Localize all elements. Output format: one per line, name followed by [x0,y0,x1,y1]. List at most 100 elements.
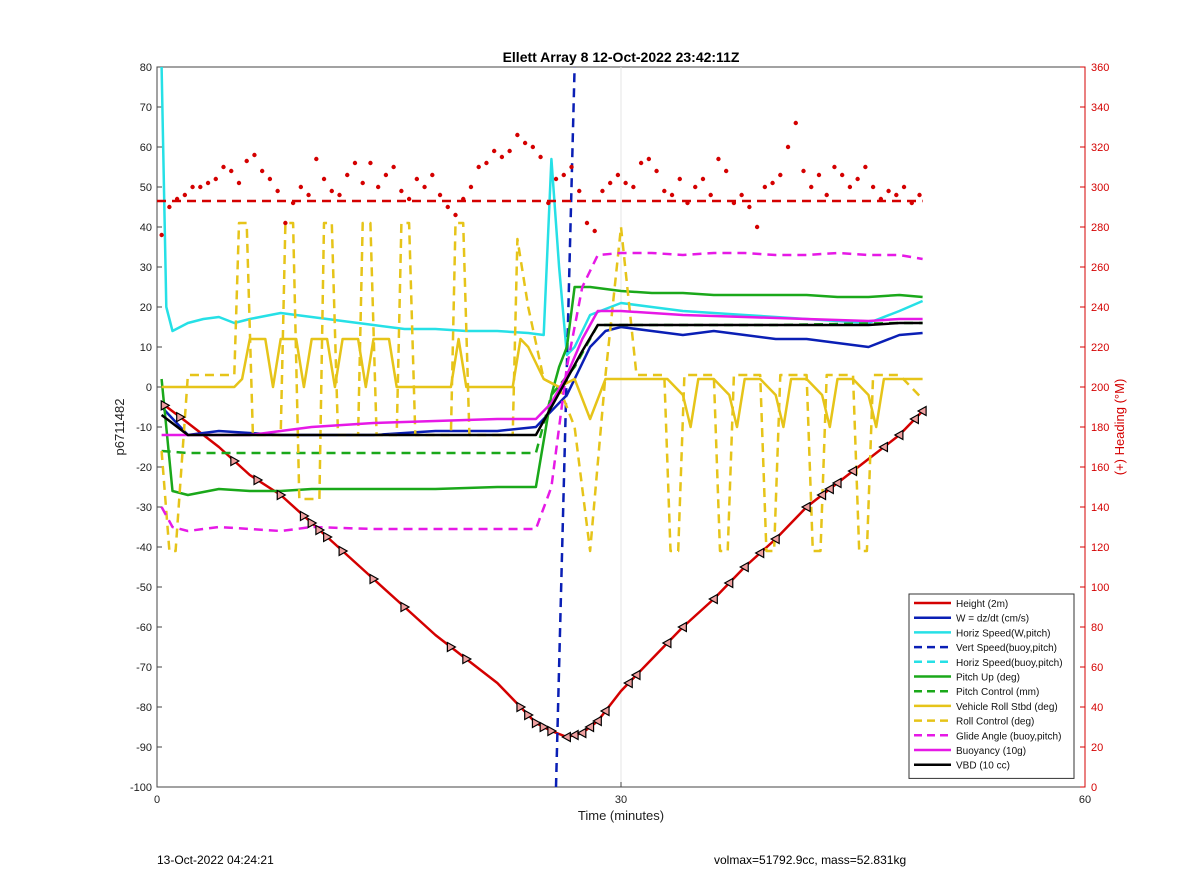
heading-point [468,184,474,190]
footer-timestamp: 13-Oct-2022 04:24:21 [157,853,274,867]
y-tick-label: 70 [140,102,152,114]
heading-point [198,184,203,190]
height-marker [369,573,380,585]
heading-point [383,172,389,178]
height-marker [323,531,333,543]
markers-layer [160,399,927,743]
heading-point [569,164,574,170]
y-right-tick-label: 160 [1091,462,1109,474]
heading-point [592,228,597,234]
height-marker [893,429,904,441]
height-marker [661,637,672,649]
legend-label-height-2m: Height (2m) [956,599,1008,610]
heading-point [167,204,172,210]
y-tick-label: -20 [136,462,152,474]
height-marker [754,547,765,559]
height-marker [916,405,927,417]
heading-point [546,200,551,206]
y-tick-label: -50 [136,582,152,594]
heading-point [259,168,265,174]
y-right-tick-label: 100 [1091,582,1109,594]
series-line-horiz-speed-w-pitch [160,66,924,357]
heading-point [476,164,481,170]
heading-point [654,168,659,174]
x-tick-label: 0 [154,794,160,806]
y-right-tick-label: 20 [1091,742,1103,754]
heading-point [499,154,505,160]
height-marker [338,545,349,557]
legend-label-buoyancy-10g: Buoyancy (10g) [956,746,1026,757]
y-right-tick-label: 80 [1091,622,1103,634]
legend-label-roll-control-deg: Roll Control (deg) [956,717,1034,728]
heading-point [770,180,775,186]
height-marker [677,621,687,633]
series-line-vbd-10-cc [160,321,923,437]
heading-point [306,192,311,198]
heading-point [615,172,621,178]
y-right-tick-label: 140 [1091,502,1109,514]
heading-point [600,188,605,194]
heading-point [182,192,188,198]
y-right-tick-label: 200 [1091,382,1109,394]
x-tick-label: 30 [615,794,627,806]
height-marker [739,561,749,573]
heading-point [375,184,381,190]
y-tick-label: 20 [140,302,152,314]
y-right-tick-label: 360 [1091,62,1109,74]
y-tick-label: 30 [140,262,152,274]
y-tick-label: 50 [140,182,152,194]
y-tick-label: -30 [136,502,152,514]
heading-point [631,184,636,190]
heading-point [623,180,628,186]
x-tick-label: 60 [1079,794,1091,806]
legend-label-horiz-speed-buoy-pitch: Horiz Speed(buoy,pitch) [956,658,1063,669]
heading-point [747,204,752,210]
heading-point [739,192,744,198]
heading-point [801,168,806,174]
heading-point [894,192,899,198]
y-tick-label: -100 [130,782,152,794]
y-right-tick-label: 0 [1091,782,1097,794]
heading-point [638,160,644,166]
heading-point [553,176,559,182]
heading-point [793,120,798,126]
footer-volume-mass: volmax=51792.9cc, mass=52.831kg [714,853,907,867]
heading-point [321,176,327,182]
heading-point [422,184,427,190]
heading-point [213,176,218,182]
height-marker [299,510,310,522]
heading-point [453,212,458,218]
heading-point [886,188,891,194]
heading-point [522,140,528,146]
y-tick-label: -10 [136,422,152,434]
heading-point [391,164,396,170]
heading-point [685,200,690,206]
heading-point [832,164,837,170]
height-marker [531,717,542,729]
series-line-glide-angle-buoy-pitch [160,251,923,533]
heading-point [337,192,342,198]
y-right-tick-label: 340 [1091,102,1109,114]
heading-point [530,144,536,150]
y-right-tick-label: 240 [1091,302,1109,314]
height-marker [539,721,550,733]
y-tick-label: 60 [140,142,152,154]
heading-point [352,160,358,166]
heading-point [174,196,180,202]
y-right-tick-label: 320 [1091,142,1109,154]
legend-label-vehicle-roll-stbd-deg: Vehicle Roll Stbd (deg) [956,702,1058,713]
height-marker [824,483,834,495]
y-right-tick-label: 260 [1091,262,1109,274]
height-marker [276,489,287,501]
heading-point [778,172,783,178]
y-tick-label: -90 [136,742,152,754]
heading-point [693,184,698,190]
series-line-buoyancy-10g [161,309,923,437]
heading-point [461,196,466,202]
series-line-roll-control-deg [160,221,924,553]
height-marker [568,729,579,741]
heading-point [267,176,273,182]
height-marker [524,709,534,721]
y-tick-label: -80 [136,702,152,714]
